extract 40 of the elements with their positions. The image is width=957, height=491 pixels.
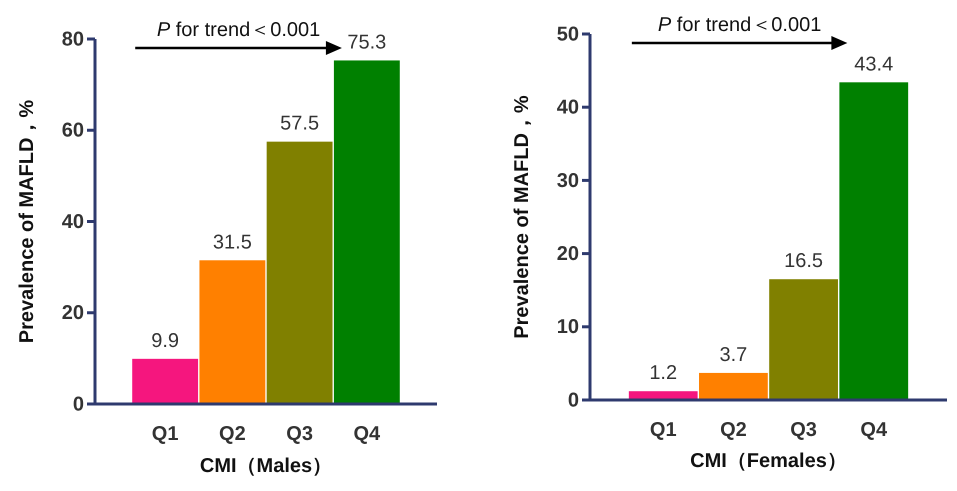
- y-tick-label: 50: [556, 23, 579, 46]
- y-tick-label: 20: [62, 302, 84, 324]
- bar: [699, 372, 768, 400]
- data-label: 75.3: [347, 31, 386, 54]
- y-tick-label: 20: [556, 243, 579, 265]
- y-tick-label: 0: [568, 389, 579, 412]
- annotation: P for trend＜0.001: [658, 14, 822, 36]
- bar: [839, 82, 908, 400]
- bar: [334, 60, 400, 404]
- x-tick-label: Q3: [790, 419, 817, 442]
- x-tick-label: Q1: [650, 419, 677, 442]
- bar: [769, 279, 838, 400]
- y-tick-label: 40: [62, 210, 84, 233]
- data-label: 1.2: [649, 362, 678, 384]
- x-tick-label: Q3: [286, 423, 313, 446]
- y-tick-label: 60: [62, 120, 84, 142]
- bar: [266, 142, 333, 404]
- x-tick-label: Q1: [152, 423, 178, 446]
- bar: [132, 358, 198, 404]
- x-tick-label: Q4: [354, 423, 382, 446]
- data-label: 9.9: [151, 330, 180, 352]
- y-tick-label: 40: [556, 96, 579, 119]
- y-axis-title: Prevalence of MAFLD，%: [16, 100, 38, 344]
- y-tick-label: 30: [556, 170, 579, 192]
- data-label: 57.5: [280, 112, 320, 135]
- x-axis-title: CMI（Males）: [200, 455, 332, 477]
- annotation: P for trend＜0.001: [156, 19, 320, 41]
- x-tick-label: Q2: [720, 419, 747, 442]
- bar: [199, 260, 266, 404]
- x-tick-label: Q2: [219, 423, 246, 446]
- x-tick-label: Q4: [860, 419, 888, 442]
- y-tick-label: 0: [72, 393, 84, 416]
- data-label: 3.7: [720, 344, 748, 366]
- data-label: 31.5: [212, 231, 252, 254]
- data-label: 16.5: [784, 250, 824, 272]
- y-axis-title: Prevalence of MAFLD，%: [511, 95, 533, 339]
- y-tick-label: 80: [62, 28, 84, 50]
- data-label: 43.4: [854, 53, 894, 76]
- y-tick-label: 10: [556, 316, 579, 338]
- x-axis-title: CMI（Females）: [690, 450, 847, 472]
